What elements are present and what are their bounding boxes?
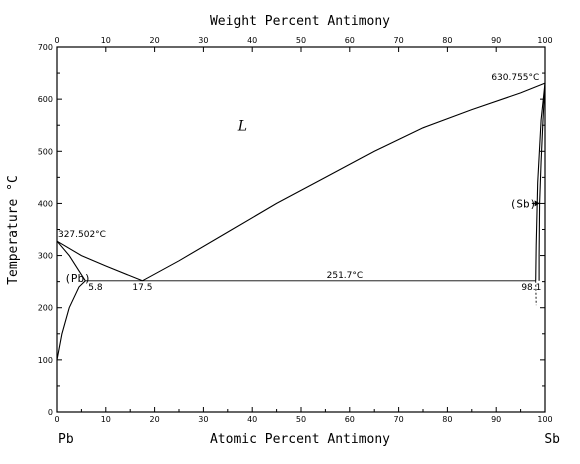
top-tick-label: 90 (491, 36, 501, 45)
top-tick-label: 0 (54, 36, 59, 45)
y-tick-label: 0 (48, 408, 53, 417)
x-tick-label: 0 (54, 415, 59, 424)
top-axis-ticks: 0 10 20 30 40 50 60 70 80 90 100 (54, 36, 553, 52)
pb-solvus (56, 280, 86, 361)
pb-solubility-label: 5.8 (88, 283, 103, 293)
melting-point-pb-label: 327.502°C (58, 230, 106, 240)
sb-solubility-label: 98.1 (521, 283, 541, 293)
plot-frame (56, 46, 546, 413)
top-tick-label: 60 (345, 36, 355, 45)
left-axis-ticks: 0 100 200 300 400 500 600 700 (38, 43, 545, 417)
x-tick-label: 30 (198, 415, 208, 424)
element-left-label: Pb (58, 432, 74, 447)
x-tick-label: 80 (442, 415, 452, 424)
y-tick-label: 500 (38, 147, 53, 156)
y-tick-label: 400 (38, 199, 53, 208)
x-tick-label: 70 (394, 415, 404, 424)
top-tick-label: 10 (101, 36, 111, 45)
sb-solvus (535, 83, 546, 281)
x-tick-label: 40 (247, 415, 257, 424)
x-tick-label: 90 (491, 415, 501, 424)
x-axis-title: Atomic Percent Antimony (210, 432, 390, 447)
top-tick-label: 40 (247, 36, 257, 45)
y-tick-label: 300 (38, 252, 53, 261)
sb-arrow-head (534, 200, 540, 207)
element-right-label: Sb (544, 432, 560, 447)
liquid-phase-label: L (237, 118, 247, 134)
eutectic-temperature-label: 251.7°C (327, 271, 364, 281)
x-tick-label: 20 (150, 415, 160, 424)
pb-solidus (56, 240, 86, 282)
y-tick-label: 100 (38, 356, 53, 365)
top-axis-title: Weight Percent Antimony (210, 14, 390, 29)
top-tick-label: 80 (442, 36, 452, 45)
x-tick-label: 10 (101, 415, 111, 424)
melting-point-sb-label: 630.755°C (491, 73, 539, 83)
bottom-axis-ticks: 0 10 20 30 40 50 60 70 80 90 100 (54, 407, 553, 424)
x-tick-label: 100 (537, 415, 552, 424)
liquidus-sb-side (142, 82, 546, 282)
y-tick-label: 600 (38, 95, 53, 104)
y-axis-title: Temperature °C (6, 175, 21, 285)
top-tick-label: 30 (198, 36, 208, 45)
x-tick-label: 60 (345, 415, 355, 424)
sb-solvus-extrapolation (535, 280, 537, 306)
eutectic-composition-label: 17.5 (132, 283, 152, 293)
sb-solidus (538, 83, 546, 281)
y-tick-label: 700 (38, 43, 53, 52)
top-tick-label: 100 (537, 36, 552, 45)
annotations: 327.502°C 630.755°C 251.7°C 5.8 17.5 98.1 (Pb)… (58, 73, 541, 293)
y-tick-label: 200 (38, 304, 53, 313)
phase-boundaries (56, 82, 546, 361)
sb-phase-label: (Sb) (510, 197, 537, 210)
top-tick-label: 70 (394, 36, 404, 45)
pb-phase-label: (Pb) (64, 272, 91, 285)
top-tick-label: 20 (150, 36, 160, 45)
x-tick-label: 50 (296, 415, 306, 424)
top-tick-label: 50 (296, 36, 306, 45)
liquidus-pb-side (56, 240, 143, 282)
